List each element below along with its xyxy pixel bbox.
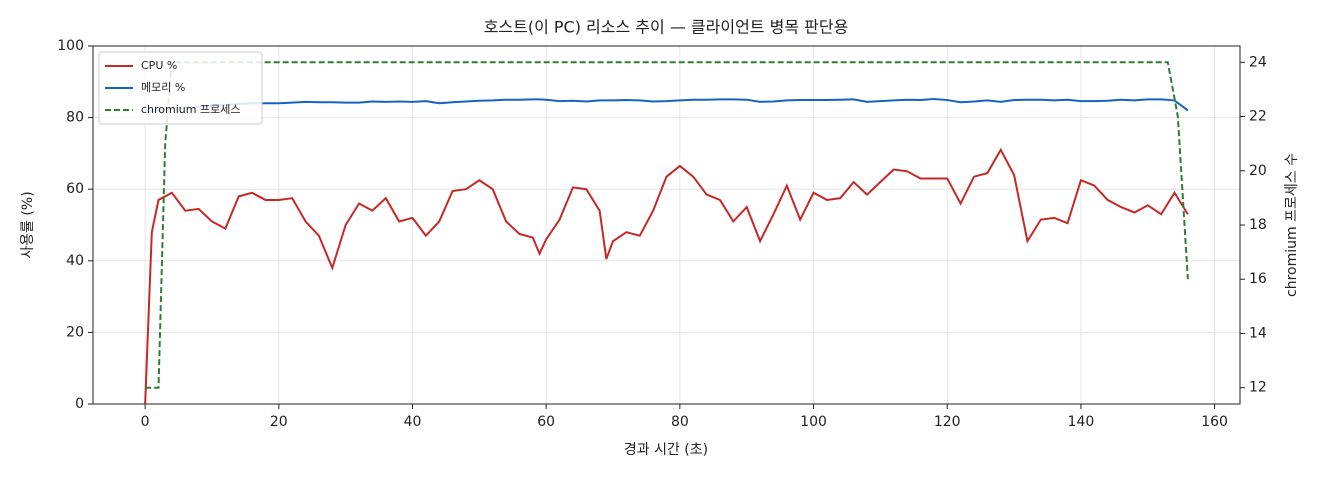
y-tick-label: 60 xyxy=(66,181,84,197)
x-tick-label: 0 xyxy=(141,414,150,430)
y2-tick-label: 22 xyxy=(1249,109,1267,125)
series-line xyxy=(144,147,1189,405)
y-axis-label: 사용률 (%) xyxy=(20,191,36,258)
x-tick-label: 160 xyxy=(1201,414,1228,430)
plot-frame xyxy=(92,45,1241,405)
y2-tick-label: 12 xyxy=(1249,380,1267,396)
series-line xyxy=(145,61,1189,389)
chart-title: 호스트(이 PC) 리소스 추이 — 클라이언트 병목 판단용 xyxy=(484,18,849,37)
x-tick-label: 80 xyxy=(671,414,689,430)
y2-tick-label: 20 xyxy=(1249,163,1267,179)
y-tick-label: 100 xyxy=(57,38,84,54)
y-tick-label: 20 xyxy=(66,324,84,340)
y-tick-label: 40 xyxy=(66,253,84,269)
y2-axis-label: chromium 프로세스 수 xyxy=(1284,153,1300,297)
legend-label: CPU % xyxy=(141,59,177,72)
x-tick-label: 120 xyxy=(934,414,961,430)
x-tick-label: 20 xyxy=(270,414,288,430)
x-tick-label: 140 xyxy=(1068,414,1095,430)
legend-label: 메모리 % xyxy=(141,81,185,94)
x-axis-label: 경과 시간 (초) xyxy=(624,442,708,458)
y2-tick-label: 16 xyxy=(1249,271,1267,287)
series-line xyxy=(144,97,1189,114)
legend-box xyxy=(98,51,263,125)
y2-tick-label: 18 xyxy=(1249,217,1267,233)
y2-tick-label: 14 xyxy=(1249,325,1267,341)
y-tick-label: 80 xyxy=(66,110,84,126)
legend-label: chromium 프로세스 xyxy=(141,103,240,116)
x-tick-label: 40 xyxy=(404,414,422,430)
y-tick-label: 0 xyxy=(75,396,84,412)
y2-tick-label: 24 xyxy=(1249,54,1267,70)
x-tick-label: 100 xyxy=(800,414,827,430)
x-tick-label: 60 xyxy=(537,414,555,430)
legend: CPU % 메모리 % chromium 프로세스 xyxy=(98,51,263,125)
